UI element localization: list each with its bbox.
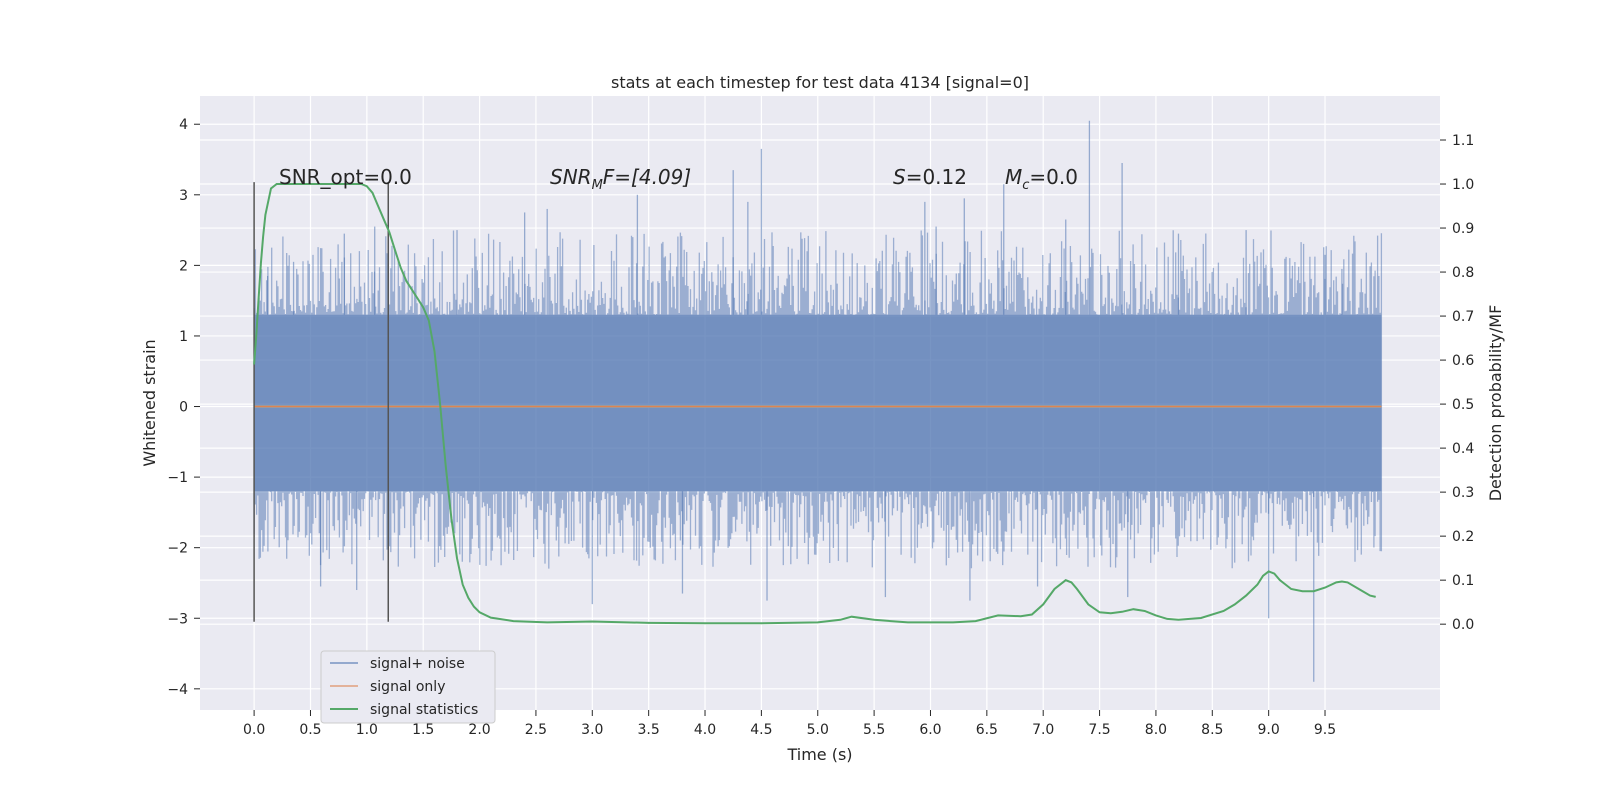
y-tick-label-right: 0.8	[1452, 265, 1474, 281]
x-tick-label: 7.0	[1032, 722, 1054, 738]
x-tick-label: 5.0	[807, 722, 829, 738]
legend: signal+ noise signal only signal statist…	[320, 650, 496, 724]
x-tick-label: 9.0	[1258, 722, 1280, 738]
y-tick-label-left: 2	[179, 258, 188, 274]
x-tick-label: 3.0	[581, 722, 603, 738]
x-tick-label: 2.0	[468, 722, 490, 738]
annotation-snr-mf: SNRMF=[4.09]	[550, 165, 691, 193]
y-tick-label-left: −3	[167, 611, 188, 627]
y-tick-label-left: −4	[167, 682, 188, 698]
annotation-snr-opt: SNR_opt=0.0	[279, 165, 412, 189]
y-tick-label-left: −2	[167, 541, 188, 557]
x-tick-label: 7.5	[1088, 722, 1110, 738]
y-tick-labels-left: 4 3 2 1 0 −1 −2 −3 −4	[167, 117, 200, 698]
y-tick-label-right: 1.1	[1452, 133, 1474, 149]
y-tick-label-right: 0.7	[1452, 309, 1474, 325]
x-tick-label: 0.0	[243, 722, 265, 738]
y-tick-label-left: 0	[179, 400, 188, 416]
y-tick-label-left: 4	[179, 117, 188, 133]
y-tick-label-left: 3	[179, 188, 188, 204]
y-tick-label-left: −1	[167, 470, 188, 486]
y-tick-label-right: 0.0	[1452, 617, 1474, 633]
annotation-s: S=0.12	[893, 165, 967, 189]
annotation-mc: Mc=0.0	[1005, 165, 1078, 193]
y-tick-label-left: 1	[179, 329, 188, 345]
x-tick-label: 0.5	[299, 722, 321, 738]
y-tick-label-right: 0.1	[1452, 573, 1474, 589]
x-tick-label: 8.0	[1145, 722, 1167, 738]
x-tick-label: 3.5	[638, 722, 660, 738]
y-axis-label-right: Detection probability/MF	[1486, 305, 1505, 502]
legend-label-signal-noise: signal+ noise	[370, 656, 465, 672]
y-tick-label-right: 0.6	[1452, 353, 1474, 369]
x-tick-label: 4.0	[694, 722, 716, 738]
legend-label-signal-statistics: signal statistics	[370, 702, 478, 718]
legend-box	[320, 650, 496, 724]
y-tick-labels-right: 1.1 1.0 0.9 0.8 0.7 0.6 0.5 0.4 0.3 0.2 0.1 0.0	[1440, 133, 1474, 633]
x-tick-label: 5.5	[863, 722, 885, 738]
y-tick-label-right: 1.0	[1452, 177, 1474, 193]
y-axis-label-left: Whitened strain	[140, 339, 159, 466]
y-tick-label-right: 0.5	[1452, 397, 1474, 413]
vertical-markers	[253, 182, 390, 622]
x-tick-label: 6.0	[919, 722, 941, 738]
x-tick-label: 2.5	[525, 722, 547, 738]
x-tick-label: 8.5	[1201, 722, 1223, 738]
y-tick-label-right: 0.3	[1452, 485, 1474, 501]
x-axis-label: Time (s)	[786, 745, 852, 764]
x-tick-label: 1.5	[412, 722, 434, 738]
legend-label-signal-only: signal only	[370, 679, 445, 695]
y-tick-label-right: 0.4	[1452, 441, 1474, 457]
x-tick-label: 4.5	[750, 722, 772, 738]
chart-title: stats at each timestep for test data 413…	[611, 73, 1029, 92]
signal-statistics-series	[253, 183, 1376, 625]
x-tick-label: 6.5	[976, 722, 998, 738]
x-tick-label: 9.5	[1314, 722, 1336, 738]
y-tick-label-right: 0.9	[1452, 221, 1474, 237]
x-tick-labels: 0.0 0.5 1.0 1.5 2.0 2.5 3.0 3.5 4.0 4.5 5.0 5.5 6.0 6…	[243, 710, 1336, 738]
noise-core	[254, 314, 1382, 492]
y-tick-label-right: 0.2	[1452, 529, 1474, 545]
x-tick-label: 1.0	[356, 722, 378, 738]
